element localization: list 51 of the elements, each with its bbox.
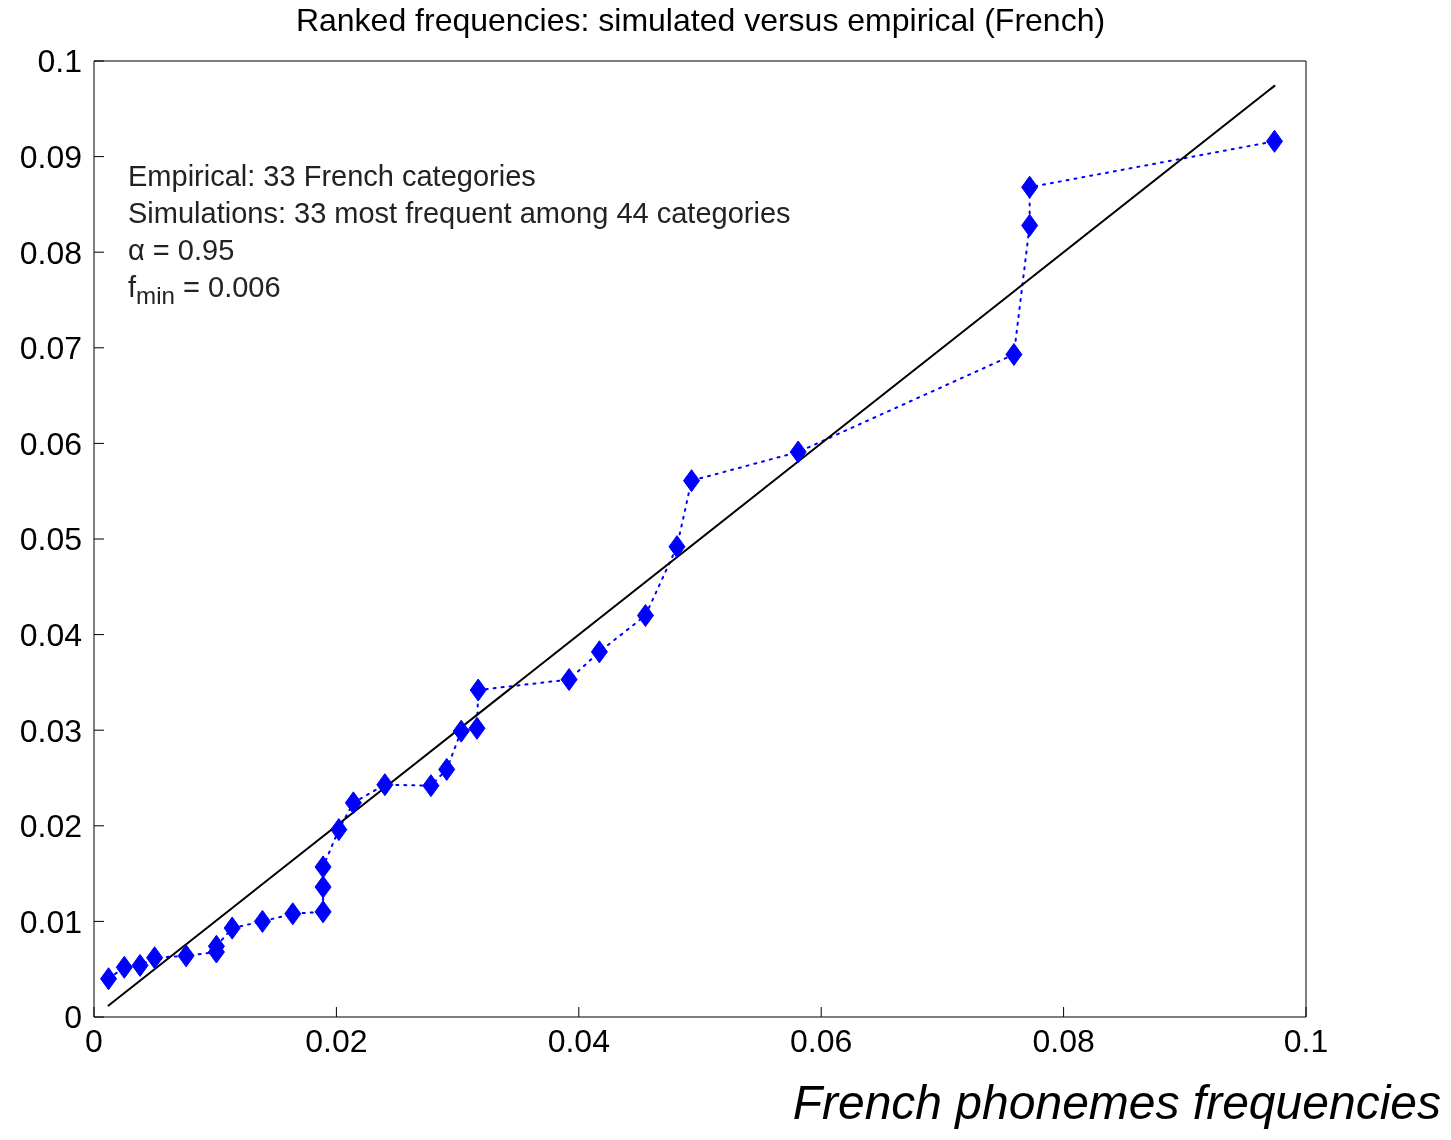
point: [314, 900, 332, 924]
point: [683, 469, 701, 493]
point: [468, 716, 486, 740]
point: [284, 902, 302, 926]
annotation: f$_{min}$ = 0.006: [128, 270, 282, 311]
y-tick-label: 0.05: [19, 521, 82, 558]
y-tick-label: 0.03: [19, 712, 82, 749]
x-tick-label: 0.02: [305, 1022, 368, 1059]
point: [344, 791, 362, 815]
x-tick-label: 0.06: [790, 1022, 853, 1059]
point: [330, 818, 348, 842]
point: [253, 909, 271, 933]
annotation: Simulations: 33 most frequent among 44 categories: [128, 196, 791, 231]
point: [590, 640, 608, 664]
point: [469, 678, 487, 702]
y-tick-label: 0.06: [19, 425, 82, 462]
x-tick-label: 0.1: [1283, 1022, 1329, 1059]
y-tick-label: 0.09: [19, 138, 82, 175]
point: [1021, 213, 1039, 237]
point: [100, 967, 118, 991]
point: [1005, 342, 1023, 366]
point: [177, 944, 195, 968]
x-axis-title: French phonemes frequencies: [792, 1075, 1441, 1130]
point: [636, 603, 654, 627]
point: [131, 953, 149, 977]
point: [560, 668, 578, 692]
point: [146, 946, 164, 970]
point: [668, 535, 686, 559]
point: [789, 440, 807, 464]
y-tick-label: 0: [64, 999, 82, 1036]
point: [422, 774, 440, 798]
point: [452, 719, 470, 743]
x-tick-label: 0.08: [1032, 1022, 1095, 1059]
y-tick-label: 0.08: [19, 234, 82, 271]
point: [438, 757, 456, 781]
point: [314, 855, 332, 879]
point: [1021, 175, 1039, 199]
x-tick-label: 0.04: [547, 1022, 610, 1059]
annotation: α = 0.95: [128, 233, 236, 268]
point: [115, 955, 133, 979]
annotation: Empirical: 33 French categories: [128, 159, 537, 194]
point: [314, 875, 332, 899]
chart-title: Ranked frequencies: simulated versus empirical (French): [294, 2, 1107, 39]
y-tick-label: 0.01: [19, 903, 82, 940]
point: [1265, 129, 1283, 153]
y-tick-label: 0.02: [19, 808, 82, 845]
y-tick-label: 0.04: [19, 616, 82, 653]
point: [376, 773, 394, 797]
y-tick-label: 0.1: [37, 43, 82, 80]
y-tick-label: 0.07: [19, 330, 82, 367]
point: [223, 916, 241, 940]
